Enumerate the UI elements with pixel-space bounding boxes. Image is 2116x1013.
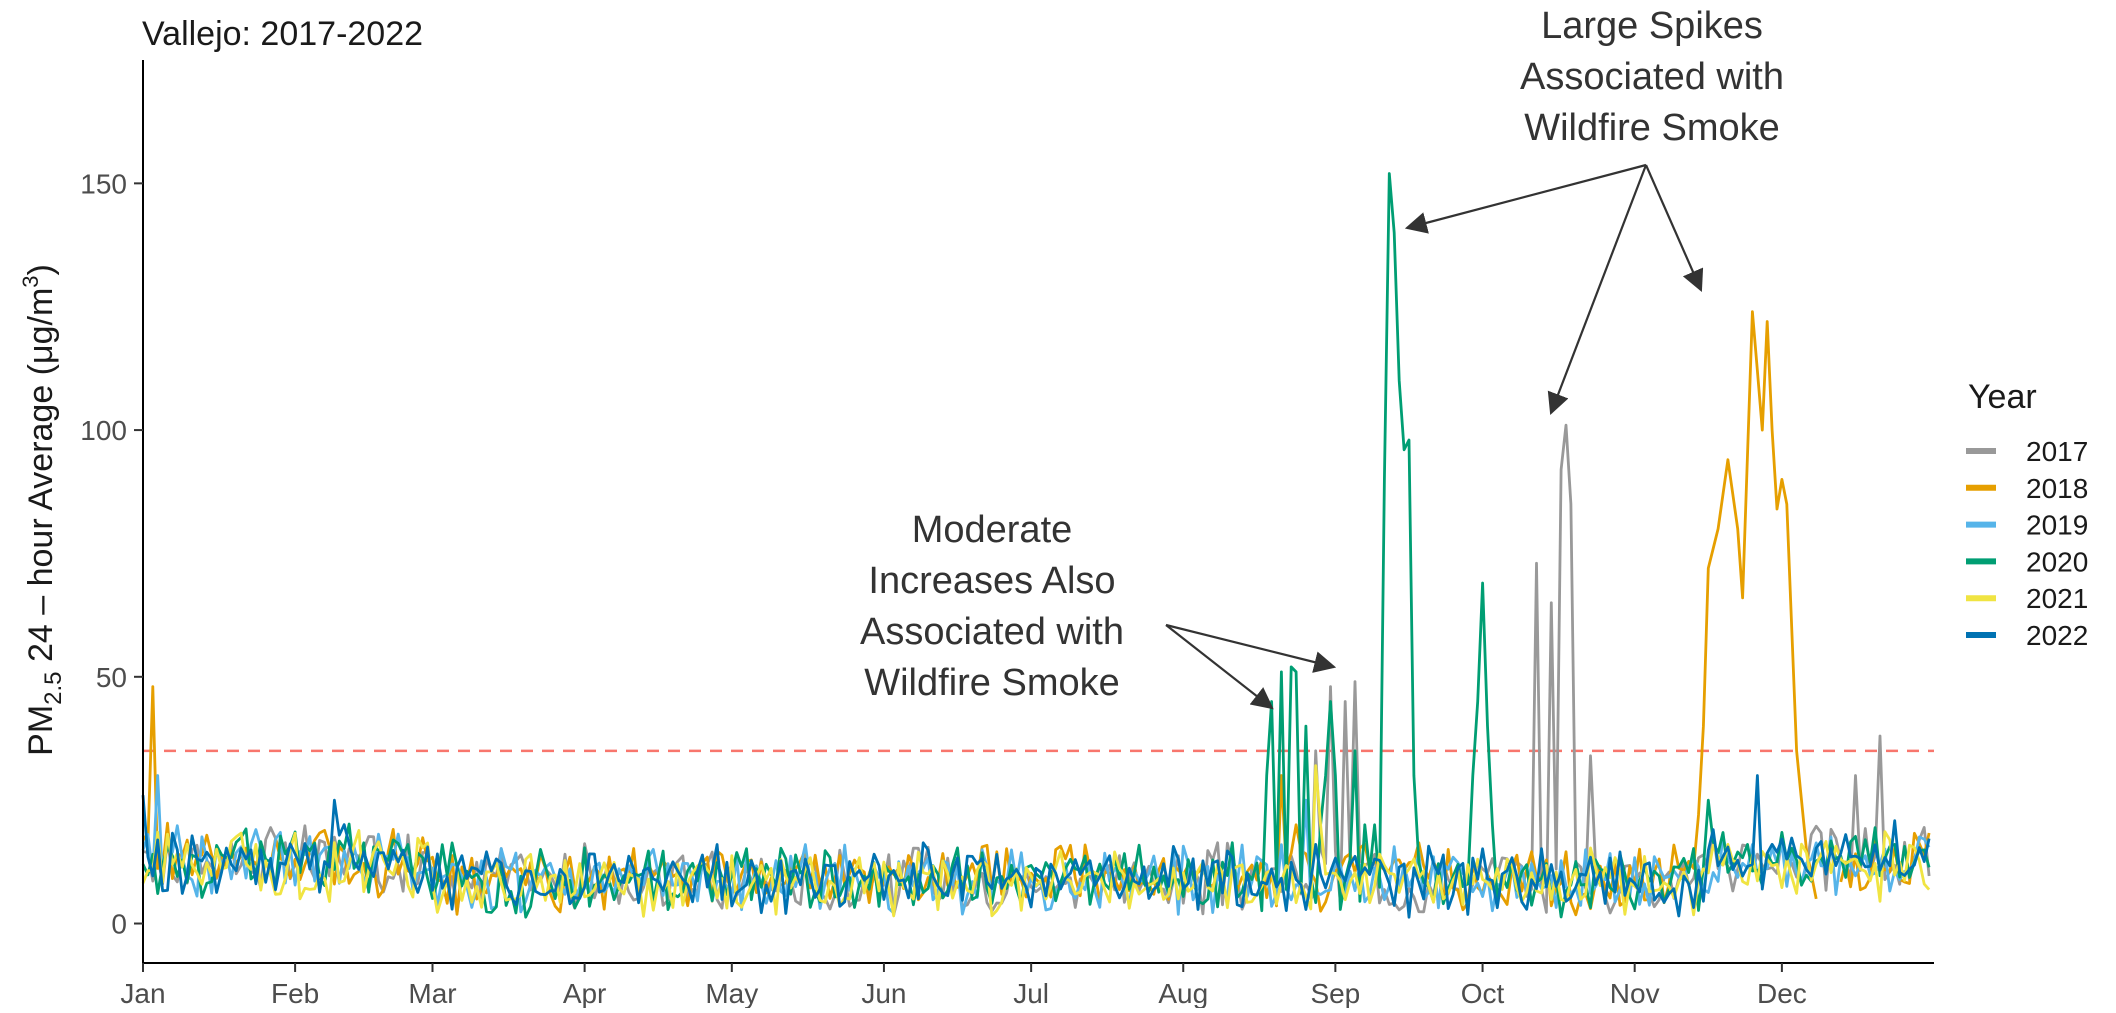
annotation-layer: Large Spikes Associated with Wildfire Smok… bbox=[860, 5, 1784, 710]
y-axis-label-middle: 24 – hour Average (μg/m bbox=[22, 288, 60, 672]
x-tick-label: Nov bbox=[1610, 978, 1660, 1008]
x-tick-label: Jun bbox=[861, 978, 906, 1008]
y-axis-label: PM2.5 24 – hour Average (μg/m3) bbox=[18, 264, 67, 756]
annotation-moderate-increases-line: Associated with bbox=[860, 611, 1124, 653]
x-tick-label: Dec bbox=[1757, 978, 1807, 1008]
legend: Year 2017 2018 2019 2020 2021 2022 bbox=[1966, 378, 2088, 651]
y-axis-label-superscript: 3 bbox=[18, 275, 43, 287]
x-tick-label: Aug bbox=[1158, 978, 1208, 1008]
annotation-moderate-increases-line: Wildfire Smoke bbox=[864, 662, 1120, 704]
legend-item-2019: 2019 bbox=[1966, 510, 2088, 541]
y-tick-label: 50 bbox=[96, 662, 127, 693]
annotation-large-spikes-line: Associated with bbox=[1520, 56, 1784, 98]
legend-item-2021: 2021 bbox=[1966, 583, 2088, 614]
arrow-moderate-aug bbox=[1165, 624, 1274, 710]
annotation-moderate-increases: Moderate Increases Also Associated with Wil… bbox=[860, 509, 1124, 704]
legend-label: 2022 bbox=[2026, 620, 2088, 651]
y-tick-label: 0 bbox=[111, 909, 127, 940]
legend-label: 2018 bbox=[2026, 473, 2088, 504]
legend-title: Year bbox=[1968, 378, 2037, 416]
y-axis-label-suffix: ) bbox=[22, 264, 60, 275]
legend-label: 2019 bbox=[2026, 510, 2088, 541]
y-tick-label: 150 bbox=[80, 168, 127, 199]
arrow-large-spikes-sep bbox=[1404, 163, 1647, 234]
arrow-moderate-sep bbox=[1165, 623, 1337, 673]
x-tick-label: Apr bbox=[563, 978, 607, 1008]
legend-label: 2021 bbox=[2026, 583, 2088, 614]
series-layer bbox=[141, 172, 1931, 919]
annotation-large-spikes: Large Spikes Associated with Wildfire Smok… bbox=[1520, 5, 1784, 149]
x-tick-label: May bbox=[705, 978, 758, 1008]
legend-item-2018: 2018 bbox=[1966, 473, 2088, 504]
annotation-large-spikes-line: Large Spikes bbox=[1541, 5, 1763, 47]
x-tick-label: Feb bbox=[271, 978, 319, 1008]
y-tick-label: 100 bbox=[80, 415, 127, 446]
axis-layer: 0 50 100 150 Jan Feb Mar Apr May Jun Jul Aug Sep Oct N… bbox=[80, 60, 1934, 1009]
y-axis-label-subscript: 2.5 bbox=[40, 671, 67, 704]
svg-text:PM2.5 24 – hour Average (μg/m3: PM2.5 24 – hour Average (μg/m3) bbox=[18, 264, 67, 756]
x-tick-label: Jan bbox=[120, 978, 165, 1008]
legend-label: 2017 bbox=[2026, 436, 2088, 467]
annotation-large-spikes-line: Wildfire Smoke bbox=[1524, 107, 1780, 149]
legend-label: 2020 bbox=[2026, 546, 2088, 577]
x-tick-label: Jul bbox=[1013, 978, 1049, 1008]
legend-item-2020: 2020 bbox=[1966, 546, 2088, 577]
x-tick-label: Sep bbox=[1310, 978, 1360, 1008]
series-line-2022 bbox=[141, 774, 1931, 919]
y-axis-label-prefix: PM bbox=[22, 705, 60, 756]
legend-item-2022: 2022 bbox=[1966, 620, 2088, 651]
series-line-2021 bbox=[141, 764, 1931, 918]
x-tick-label: Mar bbox=[408, 978, 456, 1008]
arrow-large-spikes-nov bbox=[1644, 164, 1704, 293]
annotation-moderate-increases-line: Increases Also bbox=[868, 560, 1115, 602]
chart-title: Vallejo: 2017-2022 bbox=[142, 15, 423, 53]
arrow-large-spikes-oct bbox=[1547, 164, 1648, 416]
annotation-moderate-increases-line: Moderate bbox=[912, 509, 1073, 551]
x-tick-label: Oct bbox=[1461, 978, 1505, 1008]
legend-item-2017: 2017 bbox=[1966, 436, 2088, 467]
